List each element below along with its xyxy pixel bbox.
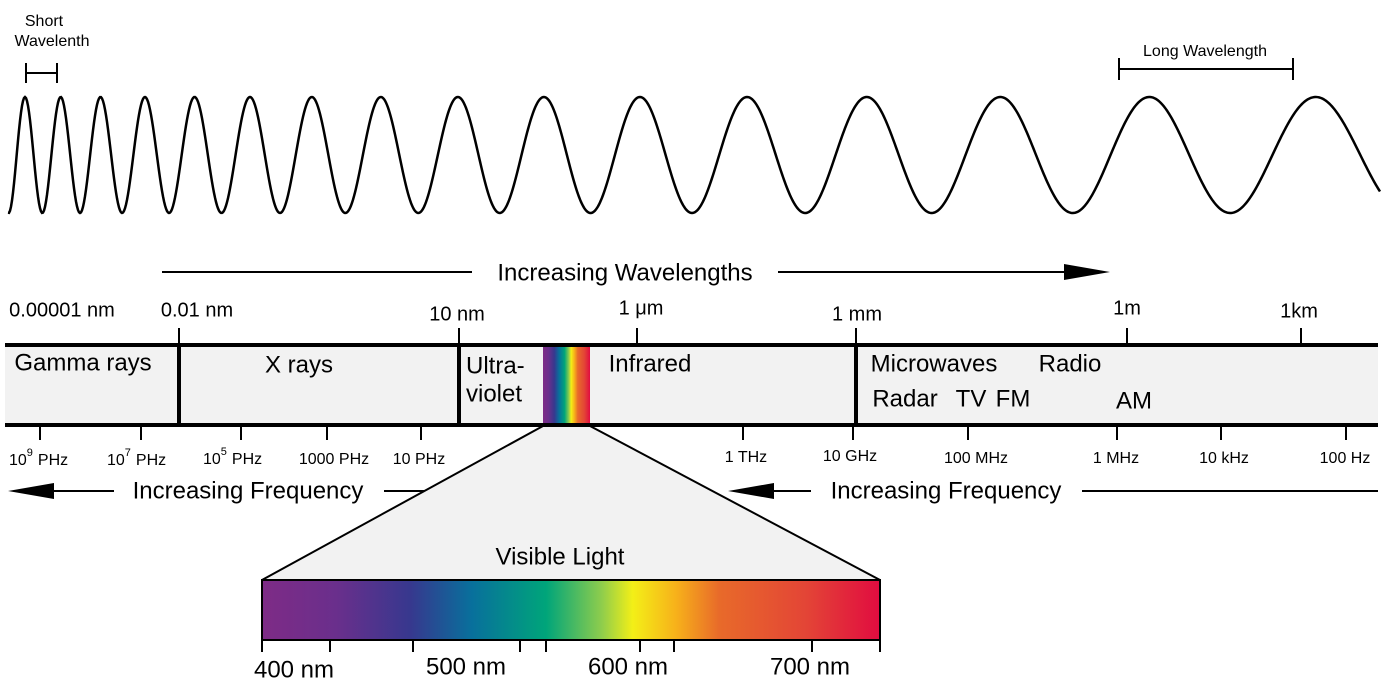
band-label: TV (956, 385, 987, 412)
tick-unit: PHz (38, 452, 68, 469)
band-divider (177, 345, 858, 425)
frequency-tick-label: 107 PHz (107, 447, 166, 469)
frequency-tick-label: 10 PHz (393, 451, 445, 468)
visible-band (543, 347, 590, 424)
frequency-tick-label: 105 PHz (203, 446, 262, 468)
visible-tick-label: 700 nm (770, 653, 850, 680)
wavelength-tick-label: 1km (1280, 300, 1318, 322)
wavelength-tick-label: 10 nm (429, 303, 485, 325)
arrowhead (8, 483, 54, 499)
band-label: Infrared (609, 350, 692, 377)
wavelength-tick-label: 1 mm (832, 303, 882, 325)
band-label: Microwaves (871, 350, 998, 377)
band-label: Gamma rays (14, 349, 151, 376)
long-label: Long Wavelength (1143, 43, 1267, 60)
frequency-tick-label: 100 MHz (944, 450, 1008, 467)
visible-tick-label: 400 nm (254, 656, 334, 683)
band-label: AM (1116, 387, 1152, 414)
long-bracket (1118, 58, 1294, 80)
band-bar-border (5, 343, 1378, 427)
visible-tick-label: 600 nm (588, 653, 668, 680)
frequency-tick-label: 10 kHz (1199, 450, 1249, 467)
band-label: Ultra- (466, 352, 525, 379)
short-bracket (25, 63, 58, 83)
wavelength-tick-label: 0.01 nm (161, 299, 233, 321)
visible-tick-label: 500 nm (426, 653, 506, 680)
visible-ticks (261, 640, 881, 652)
band-label: X rays (265, 351, 333, 378)
wavelength-tick-label: 0.00001 nm (9, 299, 115, 321)
tick-unit: PHz (232, 451, 262, 468)
frequency-ticks (39, 425, 1347, 440)
frequency-arrow-label: Increasing Frequency (831, 477, 1062, 504)
wavelength-arrow-label: Increasing Wavelengths (497, 259, 752, 286)
frequency-arrow-label: Increasing Frequency (133, 477, 364, 504)
short-label: Short (25, 13, 64, 30)
frequency-tick-label: 1 THz (725, 449, 767, 466)
band-label: violet (466, 380, 522, 407)
wavelength-tick-label: 1 μm (619, 297, 664, 319)
tick-base: 10 (203, 451, 221, 468)
wavelength-tick-label: 1m (1113, 297, 1141, 319)
frequency-tick-label: 1 MHz (1093, 450, 1139, 467)
visible-spectrum (261, 579, 881, 641)
visible-title: Visible Light (496, 543, 625, 570)
tick-unit: PHz (136, 452, 166, 469)
tick-exp: 5 (221, 446, 227, 458)
frequency-tick-label: 1000 PHz (299, 451, 369, 468)
band-label: Radio (1039, 350, 1102, 377)
tick-exp: 7 (125, 447, 131, 459)
tick-base: 10 (9, 452, 27, 469)
arrowhead (728, 483, 774, 499)
frequency-tick-label: 100 Hz (1320, 450, 1371, 467)
tick-exp: 9 (27, 447, 33, 459)
band-label: FM (996, 385, 1031, 412)
frequency-tick-label: 109 PHz (9, 447, 68, 469)
wave (7, 95, 1382, 215)
band-bar (5, 345, 1378, 425)
wavelength-ticks (178, 328, 1302, 345)
arrowhead (1064, 264, 1110, 280)
frequency-tick-label: 10 GHz (823, 448, 877, 465)
tick-base: 10 (107, 452, 125, 469)
short-label: Wavelenth (15, 33, 90, 50)
band-label: Radar (872, 385, 937, 412)
